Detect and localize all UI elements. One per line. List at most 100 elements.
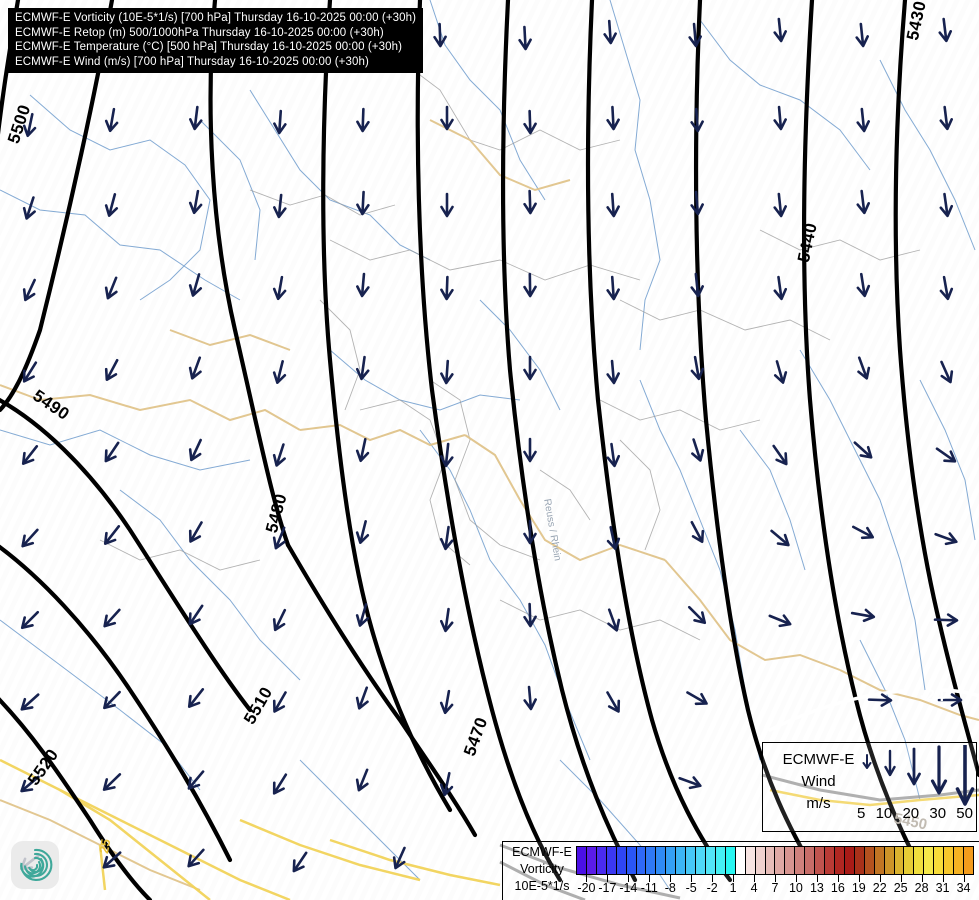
wind-legend-model: ECMWF-E [782,751,855,768]
wind-speed-5: 5 [857,805,866,822]
colorbar-swatch-24 [815,847,826,874]
colorbar-swatch-33 [904,847,915,874]
colorbar-tick-2 [628,875,630,882]
title-line-wind: ECMWF-E Wind (m/s) [700 hPa] Thursday 16… [15,55,369,68]
temperature-label-minus24: -24 [920,686,945,705]
colorbar-tick-label-12: 16 [830,881,845,895]
colorbar-tick-label-17: 31 [935,881,950,895]
administrative-borders [99,59,921,641]
colorbar-swatch-7 [646,847,657,874]
colorbar-tick-7 [733,875,735,882]
colorbar-swatch-14 [715,847,726,874]
wind-speed-30: 30 [929,805,947,822]
colorbar-tick-label-5: -5 [685,881,697,895]
colorbar-swatch-8 [656,847,667,874]
wind-arrow-5 [862,754,872,769]
colorbar-swatch-18 [755,847,766,874]
colorbar-swatch-32 [894,847,905,874]
colorbar-swatch-13 [705,847,716,874]
colorbar-tick-label-3: -11 [640,881,658,895]
colorbar-swatch-20 [775,847,786,874]
colorbar-swatch-37 [944,847,955,874]
colorbar-swatch-25 [825,847,835,874]
vorticity-colorbar [576,846,974,875]
colorbar-tick-9 [775,875,776,882]
motorway-label-25: 25 [96,837,114,855]
cyclone-spiral-logo[interactable] [11,841,59,889]
wind-arrow-50 [955,745,975,806]
colorbar-swatch-15 [725,847,736,874]
wind-speed-10: 10 [875,805,893,822]
colorbar-tick-label-14: 22 [872,881,887,895]
colorbar-tick-12 [837,875,839,882]
colorbar-swatch-21 [785,847,796,874]
colorbar-tick-label-13: 19 [851,881,866,895]
colorbar-tick-6 [712,875,714,882]
colorbar-tick-17 [942,875,944,882]
colorbar-swatch-34 [914,847,925,874]
colorbar-swatch-31 [884,847,895,874]
wind-speed-20: 20 [902,805,920,822]
colorbar-tick-15 [900,875,902,882]
wind-legend-values: 5 10 20 30 50 [855,805,975,822]
colorbar-tick-18 [963,875,965,882]
title-line-temperature: ECMWF-E Temperature (°C) [500 hPa] Thurs… [15,41,403,54]
colorbar-swatch-16 [735,847,746,874]
wind-speed-50: 50 [956,805,973,822]
national-borders [0,119,979,891]
colorbar-swatch-0 [577,847,587,874]
vorticity-legend-text: ECMWF-E Vorticity 10E-5*1/s [507,844,577,895]
vorticity-colorbar-labels: -20 -17 -14 -11 -8 -5 -2 1 4 7 10 13 16 19 22 25 28 31 34 [576,881,974,897]
colorbar-swatch-39 [963,847,973,874]
colorbar-tick-label-15: 25 [893,881,908,895]
colorbar-tick-label-4: -8 [664,881,676,895]
colorbar-swatch-19 [765,847,776,874]
wind-arrow-20 [907,747,921,786]
colorbar-swatch-4 [616,847,627,874]
colorbar-tick-label-10: 10 [788,881,803,895]
colorbar-swatch-1 [586,847,597,874]
colorbar-swatch-6 [636,847,647,874]
colorbar-swatch-11 [686,847,697,874]
vorticity-legend-box: ECMWF-E Vorticity 10E-5*1/s -20 -17 -14 -11… [502,841,979,900]
wind-legend-arrow-scale [862,745,975,806]
colorbar-tick-label-1: -17 [598,881,617,895]
colorbar-swatch-30 [874,847,885,874]
colorbar-swatch-5 [626,847,637,874]
colorbar-tick-13 [858,875,860,882]
colorbar-swatch-36 [934,847,945,874]
colorbar-tick-label-16: 28 [914,881,929,895]
title-line-retop: ECMWF-E Retop (m) 500/1000hPa Thursday 1… [15,26,384,39]
title-line-vorticity: ECMWF-E Vorticity (10E-5*1/s) [700 hPa] … [15,12,417,24]
colorbar-swatch-3 [606,847,617,874]
colorbar-tick-1 [607,875,609,882]
colorbar-swatch-22 [795,847,806,874]
colorbar-tick-3 [649,875,651,882]
colorbar-tick-16 [921,875,923,882]
motorway-network [0,758,979,900]
temperature-contours [768,688,979,732]
major-road [499,773,979,900]
colorbar-swatch-26 [834,847,845,874]
colorbar-tick-label-9: 7 [771,881,779,895]
vorticity-legend-variable: Vorticity [520,862,564,876]
colorbar-tick-label-2: -14 [619,881,638,895]
colorbar-tick-5 [691,875,693,882]
colorbar-swatch-12 [696,847,706,874]
colorbar-swatch-9 [666,847,677,874]
colorbar-swatch-10 [676,847,687,874]
wind-legend-text: ECMWF-E Wind m/s [771,749,866,815]
colorbar-tick-10 [795,875,797,882]
wind-legend-variable: Wind [801,773,836,790]
colorbar-tick-label-8: 4 [750,881,758,895]
wind-legend-units: m/s [806,795,831,812]
wind-arrow-10 [884,749,896,777]
logo-spiral-icon [20,848,53,881]
vorticity-legend-model: ECMWF-E [512,845,572,859]
colorbar-tick-label-6: -2 [706,881,718,895]
colorbar-tick-label-11: 13 [809,881,824,895]
vorticity-colorbar-ticks [576,875,974,883]
